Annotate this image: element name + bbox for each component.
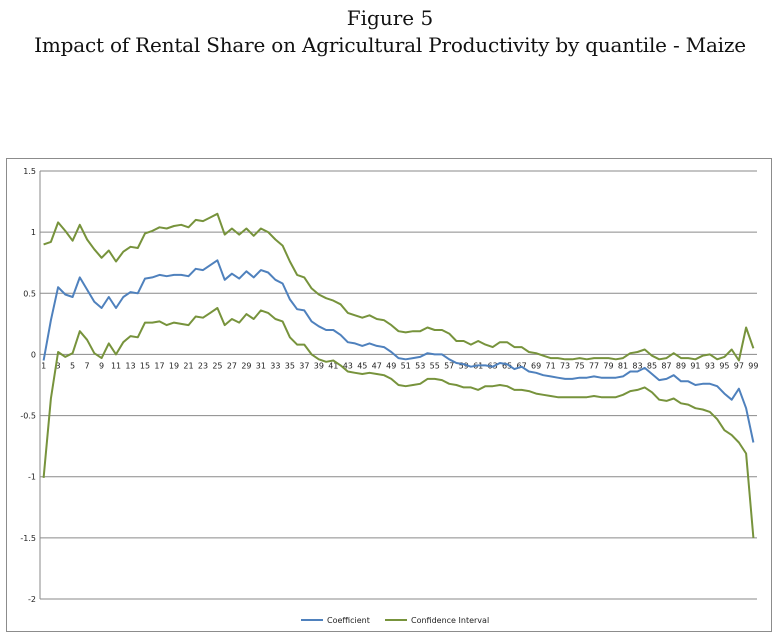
legend-label: Coefficient [327,616,370,625]
x-tick-label: 89 [676,361,686,370]
x-tick-label: 87 [661,361,671,370]
x-tick-label: 5 [70,361,75,370]
x-tick-label: 69 [531,361,541,370]
x-tick-label: 29 [241,361,251,370]
y-tick-label: -0.5 [20,412,36,421]
x-tick-label: 15 [140,361,150,370]
x-tick-label: 19 [169,361,179,370]
x-tick-label: 17 [154,361,164,370]
x-tick-label: 49 [386,361,396,370]
x-tick-label: 47 [372,361,382,370]
x-tick-label: 53 [415,361,425,370]
figure-label: Figure 5 [346,6,434,30]
y-tick-label: 1.5 [23,167,36,176]
x-tick-label: 21 [183,361,193,370]
x-tick-label: 71 [545,361,555,370]
x-tick-label: 27 [227,361,237,370]
x-tick-label: 45 [357,361,367,370]
x-tick-label: 31 [256,361,266,370]
series-line [42,307,755,538]
x-tick-label: 41 [328,361,338,370]
x-tick-label: 99 [748,361,758,370]
x-tick-label: 23 [198,361,208,370]
x-tick-label: 43 [343,361,353,370]
x-tick-label: 95 [719,361,729,370]
y-tick-label: -1.5 [20,534,36,543]
x-tick-label: 97 [734,361,744,370]
x-tick-label: 11 [111,361,121,370]
y-tick-label: 0 [31,350,36,359]
x-tick-label: 59 [459,361,469,370]
x-tick-label: 13 [125,361,135,370]
series-line [42,259,755,443]
figure-caption: Impact of Rental Share on Agricultural P… [34,33,746,57]
y-tick-label: -1 [28,473,36,482]
y-tick-label: 0.5 [23,289,36,298]
chart-area: 1.5 1 0.5 0 -0.5 -1 -1.5 -2 1 3 5 7 9 11 13 15 17 19 21 23 2… [6,158,772,632]
x-tick-label: 39 [314,361,324,370]
x-tick-label: 85 [647,361,657,370]
line-chart: 1.510.50-0.5-1-1.5-21 3 5 7 9 11 13 15 17 19 21 23 2… [20,167,758,625]
x-tick-label: 33 [270,361,280,370]
x-tick-label: 81 [618,361,628,370]
x-tick-label: 3 [56,361,61,370]
x-tick-label: 77 [589,361,599,370]
x-tick-label: 55 [430,361,440,370]
x-tick-label: 73 [560,361,570,370]
x-tick-label: 57 [444,361,454,370]
x-tick-label: 9 [99,361,104,370]
series-line [43,212,755,362]
x-tick-label: 1 [41,361,46,370]
x-tick-label: 35 [285,361,295,370]
y-tick-label: 1 [31,228,36,237]
x-tick-label: 7 [85,361,90,370]
x-tick-label: 75 [574,361,584,370]
x-tick-label: 83 [632,361,642,370]
x-tick-label: 37 [299,361,309,370]
x-tick-label: 79 [603,361,613,370]
x-tick-label: 65 [502,361,512,370]
x-tick-label: 51 [401,361,411,370]
y-tick-label: -2 [28,595,36,604]
x-tick-label: 25 [212,361,222,370]
legend-label: Confidence Interval [411,616,489,625]
x-tick-label: 91 [690,361,700,370]
x-tick-label: 93 [705,361,715,370]
